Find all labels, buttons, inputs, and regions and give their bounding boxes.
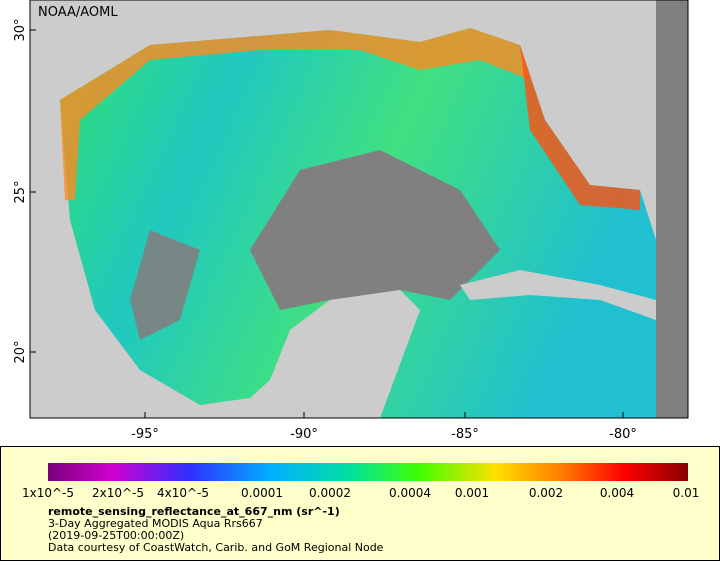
cuba <box>460 270 656 320</box>
lat-label: 25° <box>13 180 28 203</box>
lon-label: -80° <box>609 427 637 442</box>
no-data-area <box>250 150 500 310</box>
caption-line: 3-Day Aggregated MODIS Aqua Rrs667 <box>48 517 263 530</box>
no-data-area <box>130 230 200 340</box>
colorbar-label: 4x10^-5 <box>157 486 209 500</box>
colorbar-label: 0.0004 <box>389 486 431 500</box>
colorbar-label: 0.004 <box>600 486 634 500</box>
colorbar-label: 0.0002 <box>309 486 351 500</box>
variable-name: remote_sensing_reflectance_at_667_nm (sr… <box>48 505 340 518</box>
colorbar-label: 1x10^-5 <box>22 486 74 500</box>
colorbar-label: 0.001 <box>455 486 489 500</box>
caption-line: (2019-09-25T00:00:00Z) <box>48 529 184 542</box>
no-data-strip <box>656 0 688 418</box>
colorbar-label: 2x10^-5 <box>92 486 144 500</box>
colorbar-label: 0.002 <box>529 486 563 500</box>
yucatan <box>290 290 420 418</box>
colorbar-label: 0.01 <box>673 486 700 500</box>
coastal-band <box>520 45 640 210</box>
colorbar-label: 0.0001 <box>241 486 283 500</box>
credit: NOAA/AOML <box>38 5 118 20</box>
lon-label: -85° <box>451 427 479 442</box>
lon-label: -95° <box>131 427 159 442</box>
map-frame <box>29 0 689 419</box>
coastal-band <box>60 28 530 200</box>
caption-line: Data courtesy of CoastWatch, Carib. and … <box>48 541 384 554</box>
lat-label: 20° <box>13 340 28 363</box>
lon-label: -90° <box>290 427 318 442</box>
color-scale <box>48 463 688 481</box>
lat-label: 30° <box>13 18 28 41</box>
